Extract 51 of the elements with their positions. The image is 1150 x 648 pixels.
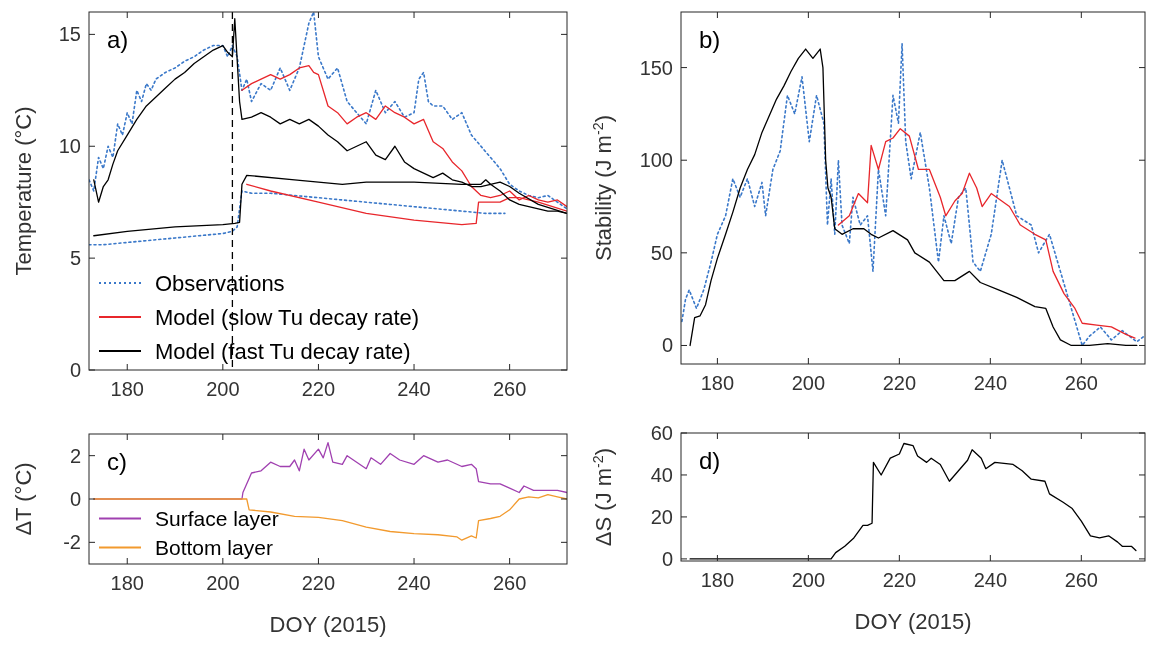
x-tick-label: 240 bbox=[397, 572, 431, 594]
y-tick-label: 0 bbox=[661, 547, 673, 570]
x-axis-title: DOY (2015) bbox=[269, 612, 387, 637]
line-series bbox=[837, 128, 1136, 339]
x-tick-label: 240 bbox=[973, 569, 1008, 591]
y-tick-label: 0 bbox=[69, 488, 81, 510]
x-tick-label: 180 bbox=[110, 378, 144, 400]
y-tick-label: 0 bbox=[69, 359, 81, 381]
y-axis-title: Temperature (°C) bbox=[11, 106, 36, 276]
text: c) bbox=[107, 448, 127, 475]
x-tick-label: 180 bbox=[110, 572, 144, 594]
x-tick-label: 180 bbox=[700, 372, 735, 394]
legend-label: Surface layer bbox=[155, 506, 279, 530]
y-tick-label: 40 bbox=[650, 463, 673, 486]
x-axis-title: DOY (2015) bbox=[854, 609, 972, 634]
y-tick-label: 10 bbox=[58, 135, 81, 158]
text: b) bbox=[699, 26, 721, 53]
y-tick-label: 0 bbox=[661, 334, 673, 357]
line-series bbox=[689, 442, 1137, 560]
x-tick-label: 260 bbox=[492, 378, 527, 400]
y-tick-label: 100 bbox=[639, 149, 673, 172]
y-tick-label: 2 bbox=[69, 444, 81, 467]
x-tick-label: 240 bbox=[397, 378, 431, 400]
x-tick-label: 200 bbox=[206, 572, 240, 594]
y-axis-title: ΔT (°C) bbox=[11, 462, 36, 536]
x-tick-label: 180 bbox=[700, 569, 735, 591]
x-tick-label: 200 bbox=[206, 378, 240, 400]
x-tick-label: 220 bbox=[882, 372, 917, 394]
line-series bbox=[89, 190, 506, 246]
x-tick-label: 240 bbox=[973, 372, 1008, 394]
x-tick-label: 220 bbox=[301, 572, 336, 594]
x-tick-label: 200 bbox=[791, 372, 826, 394]
text: a) bbox=[107, 26, 129, 53]
x-tick-label: 260 bbox=[1064, 569, 1098, 591]
legend-label: Bottom layer bbox=[155, 535, 273, 559]
x-tick-label: 220 bbox=[882, 569, 917, 591]
y-tick-label: 15 bbox=[58, 23, 81, 46]
y-tick-label: 60 bbox=[650, 422, 673, 444]
legend-label: Model (fast Tu decay rate) bbox=[155, 338, 411, 364]
x-tick-label: 220 bbox=[301, 378, 336, 400]
x-tick-label: 260 bbox=[1064, 372, 1098, 394]
y-tick-label: 20 bbox=[650, 505, 673, 528]
text: d) bbox=[699, 447, 721, 474]
y-tick-label: 5 bbox=[69, 247, 81, 270]
x-tick-label: 200 bbox=[791, 569, 826, 591]
y-tick-label: 50 bbox=[650, 241, 673, 264]
legend-label: Model (slow Tu decay rate) bbox=[155, 304, 420, 330]
x-tick-label: 260 bbox=[492, 572, 527, 594]
y-tick-label: -2 bbox=[63, 531, 81, 554]
legend-label: Observations bbox=[155, 270, 285, 296]
y-tick-label: 150 bbox=[639, 56, 673, 79]
